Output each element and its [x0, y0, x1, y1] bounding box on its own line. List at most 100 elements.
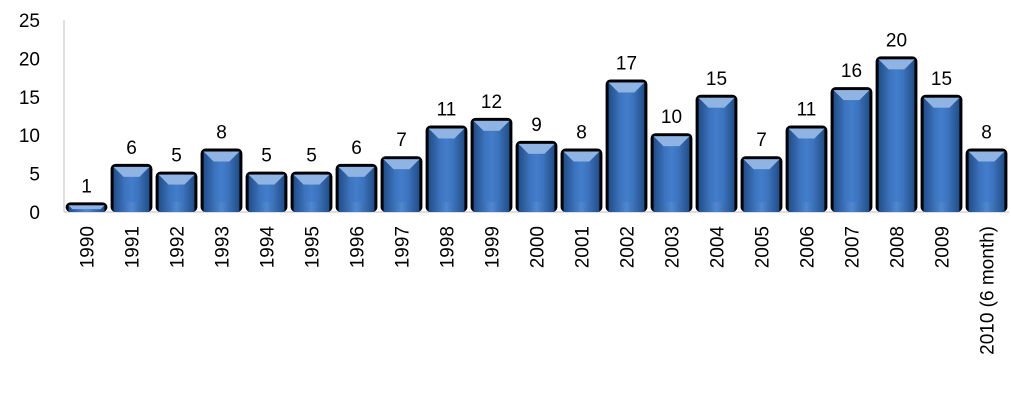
- x-tick-label: 2006: [798, 226, 819, 268]
- bar-face: [663, 146, 680, 202]
- bar-bevel-top: [68, 205, 105, 210]
- x-tick-label: 1990: [78, 226, 99, 268]
- bar-face: [618, 92, 635, 202]
- bar-bevel-top: [743, 159, 780, 170]
- bar-bevel-top: [293, 174, 330, 185]
- data-label: 8: [576, 123, 587, 144]
- data-label: 12: [481, 92, 502, 113]
- x-tick-label: 2001: [573, 226, 594, 268]
- bar-face: [213, 161, 230, 202]
- data-label: 7: [396, 130, 407, 151]
- x-tick-label: 1999: [483, 226, 504, 268]
- bar-bevel-top: [653, 136, 690, 147]
- bar-face: [393, 169, 410, 202]
- bar-bevel-top: [113, 166, 150, 177]
- data-label: 16: [841, 61, 862, 82]
- data-label: 1: [81, 176, 92, 197]
- y-tick-label: 20: [19, 49, 40, 70]
- bar: [470, 117, 513, 212]
- bar-bevel-top: [968, 151, 1005, 162]
- bar-face: [168, 184, 185, 202]
- x-tick-label: 2010 (6 month): [978, 226, 999, 355]
- data-label: 11: [437, 100, 457, 121]
- x-tick-label: 1994: [258, 226, 279, 269]
- bar-face: [528, 153, 545, 202]
- bar: [695, 94, 738, 212]
- bar: [155, 171, 198, 212]
- bar-bevel-top: [473, 120, 510, 131]
- bar: [335, 163, 378, 212]
- y-tick-label: 5: [29, 165, 40, 186]
- bar: [785, 125, 828, 212]
- data-label: 7: [756, 130, 767, 151]
- bar: [875, 56, 918, 213]
- bar-face: [258, 184, 275, 202]
- x-tick-label: 2003: [663, 226, 684, 268]
- x-tick-label: 2000: [528, 226, 549, 268]
- bar-face: [888, 69, 905, 203]
- bar-bevel-top: [563, 151, 600, 162]
- data-label: 15: [931, 69, 952, 90]
- data-label: 20: [886, 30, 907, 51]
- bar-face: [843, 100, 860, 202]
- data-label: 17: [616, 53, 637, 74]
- data-label: 6: [126, 138, 137, 159]
- bar: [560, 148, 603, 212]
- x-tick-label: 2005: [753, 226, 774, 268]
- bar: [650, 133, 693, 212]
- bar: [110, 163, 153, 212]
- x-tick-label: 2002: [618, 226, 639, 268]
- bar-bevel-top: [608, 82, 645, 93]
- bar-bevel-top: [428, 128, 465, 139]
- x-tick-label: 1995: [303, 226, 324, 268]
- bar: [245, 171, 288, 212]
- x-tick-label: 1993: [213, 226, 234, 268]
- bar-bevel-top: [383, 159, 420, 170]
- bar-face: [438, 138, 455, 202]
- bar: [605, 79, 648, 212]
- x-tick-label: 2008: [888, 226, 909, 268]
- bar: [920, 94, 963, 212]
- bar-bevel-top: [158, 174, 195, 185]
- bar: [65, 202, 108, 212]
- bar: [290, 171, 333, 212]
- bar: [200, 148, 243, 212]
- bar-face: [798, 138, 815, 202]
- data-label: 5: [306, 146, 317, 167]
- data-label: 6: [351, 138, 362, 159]
- bar-face: [978, 161, 995, 202]
- bar-bevel-top: [203, 151, 240, 162]
- x-tick-label: 2004: [708, 226, 729, 269]
- bar-bevel-top: [248, 174, 285, 185]
- y-tick-labels: 0 5 10 15 20 25: [19, 11, 40, 224]
- bar: [425, 125, 468, 212]
- data-label: 5: [171, 146, 182, 167]
- bar-bevel-top: [923, 97, 960, 108]
- data-label: 10: [661, 107, 682, 128]
- x-tick-label: 1996: [348, 226, 369, 268]
- bar-bevel-top: [878, 59, 915, 70]
- y-tick-label: 15: [19, 88, 40, 109]
- bar: [515, 140, 558, 212]
- bar-face: [573, 161, 590, 202]
- x-tick-label: 2009: [933, 226, 954, 268]
- bar-face: [303, 184, 320, 202]
- data-label: 11: [797, 100, 817, 121]
- bar-bevel-top: [338, 166, 375, 177]
- bar-face: [933, 107, 950, 202]
- bar: [380, 156, 423, 212]
- bar-bevel-top: [518, 143, 555, 154]
- bar-face: [348, 176, 365, 202]
- bar-bevel-top: [788, 128, 825, 139]
- bars: [65, 56, 1008, 213]
- data-label: 9: [531, 115, 542, 136]
- x-tick-label: 1998: [438, 226, 459, 268]
- bar-face: [753, 169, 770, 202]
- data-label: 15: [706, 69, 727, 90]
- x-tick-label: 1997: [393, 226, 414, 268]
- bar: [830, 87, 873, 212]
- data-label: 5: [261, 146, 272, 167]
- data-label: 8: [981, 123, 992, 144]
